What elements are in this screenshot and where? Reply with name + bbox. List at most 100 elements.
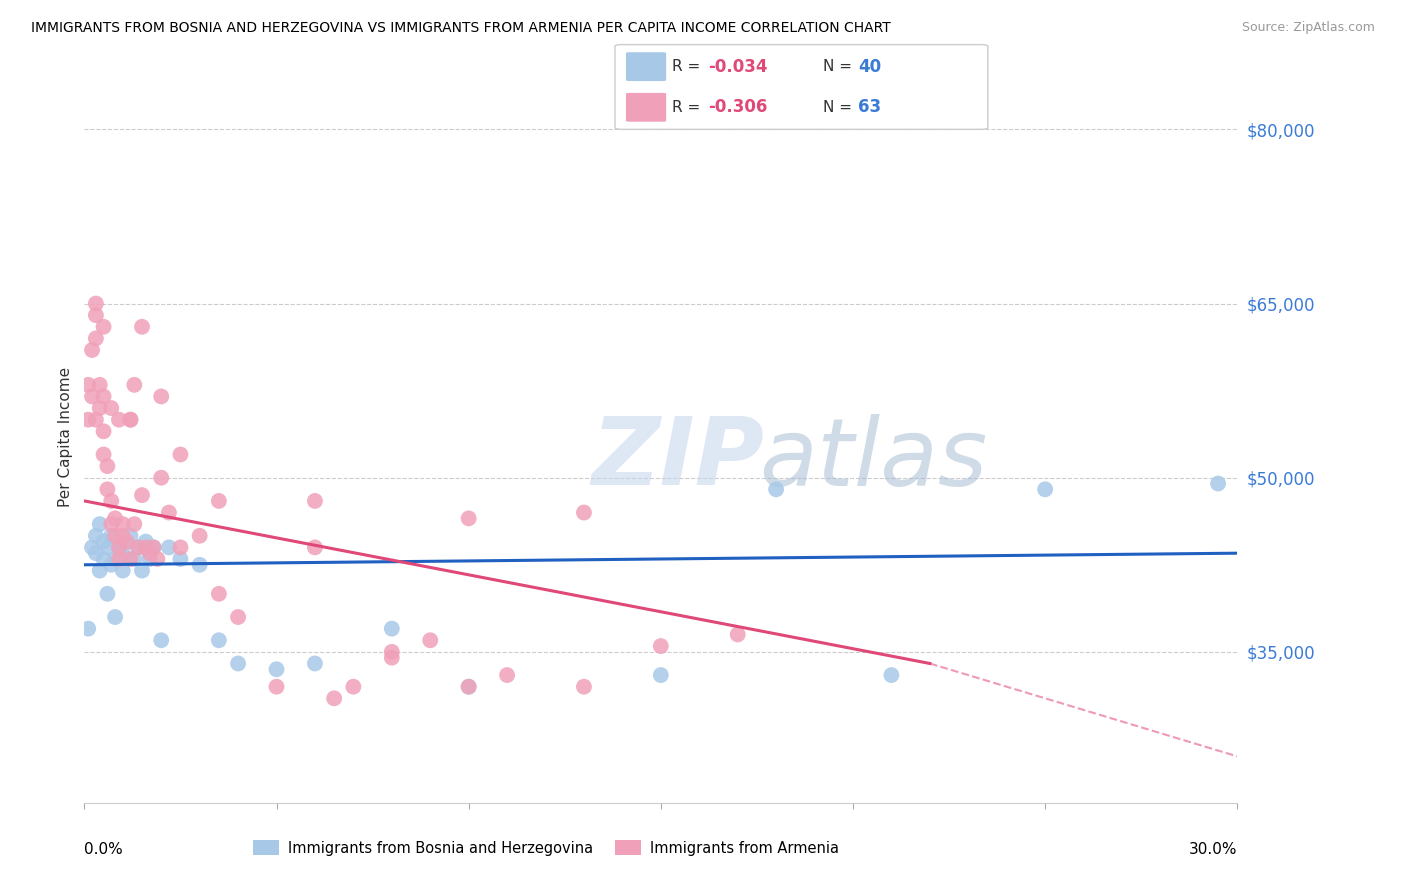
Point [765,483,787,497]
Point [127,541,149,555]
Text: N =: N = [824,100,858,115]
Text: Source: ZipAtlas.com: Source: ZipAtlas.com [1241,21,1375,34]
Point [419,633,441,648]
FancyBboxPatch shape [614,45,988,129]
Point [188,558,211,572]
Point [111,529,134,543]
Point [108,412,131,426]
Point [84,331,107,345]
Point [727,627,749,641]
Point [381,622,404,636]
Point [457,680,479,694]
Point [111,541,134,555]
Point [93,448,115,462]
Point [208,633,231,648]
FancyBboxPatch shape [626,93,666,121]
Point [381,650,404,665]
Point [84,308,107,322]
Point [93,552,115,566]
Text: ZIP: ZIP [592,413,765,505]
Point [111,564,134,578]
Point [650,668,672,682]
Point [208,587,231,601]
Point [150,633,173,648]
Point [104,529,127,543]
Point [80,389,103,403]
Point [100,517,122,532]
Point [96,483,118,497]
Point [157,541,180,555]
Point [138,546,160,560]
Point [266,662,288,676]
Text: IMMIGRANTS FROM BOSNIA AND HERZEGOVINA VS IMMIGRANTS FROM ARMENIA PER CAPITA INC: IMMIGRANTS FROM BOSNIA AND HERZEGOVINA V… [31,21,890,35]
Point [1206,476,1229,491]
Point [93,424,115,438]
Point [226,610,249,624]
Point [115,552,138,566]
Text: 40: 40 [858,58,882,76]
Point [169,541,191,555]
Y-axis label: Per Capita Income: Per Capita Income [58,367,73,508]
Point [96,541,118,555]
Point [131,564,153,578]
Point [304,657,326,671]
Point [457,511,479,525]
Point [104,610,127,624]
Point [96,587,118,601]
Point [108,541,131,555]
Point [572,506,595,520]
Point [572,680,595,694]
Point [115,534,138,549]
Point [93,319,115,334]
Legend: Immigrants from Bosnia and Herzegovina, Immigrants from Armenia: Immigrants from Bosnia and Herzegovina, … [246,834,845,862]
Point [124,517,146,532]
Point [150,471,173,485]
FancyBboxPatch shape [626,53,666,81]
Point [77,377,100,392]
Point [208,494,231,508]
Point [127,541,149,555]
Point [89,564,111,578]
Point [135,541,157,555]
Point [80,541,103,555]
Point [100,558,122,572]
Point [84,412,107,426]
Point [89,401,111,415]
Point [131,488,153,502]
Point [304,541,326,555]
Point [100,494,122,508]
Text: 30.0%: 30.0% [1189,842,1237,856]
Point [457,680,479,694]
Point [304,494,326,508]
Point [131,319,153,334]
Point [323,691,346,706]
Point [111,517,134,532]
Point [84,296,107,310]
Point [138,552,160,566]
Point [188,529,211,543]
Text: 63: 63 [858,98,882,116]
Point [84,546,107,560]
Point [142,541,165,555]
Point [84,529,107,543]
Text: atlas: atlas [759,414,987,505]
Point [1033,483,1056,497]
Point [120,552,142,566]
Point [80,343,103,357]
Text: N =: N = [824,59,858,74]
Point [96,459,118,474]
Point [169,448,191,462]
Point [169,552,191,566]
Point [157,506,180,520]
Text: -0.306: -0.306 [709,98,768,116]
Point [880,668,903,682]
Point [104,511,127,525]
Point [124,377,146,392]
Point [108,552,131,566]
Text: R =: R = [672,59,704,74]
Point [226,657,249,671]
Point [381,645,404,659]
Point [120,412,142,426]
Point [100,401,122,415]
Point [496,668,519,682]
